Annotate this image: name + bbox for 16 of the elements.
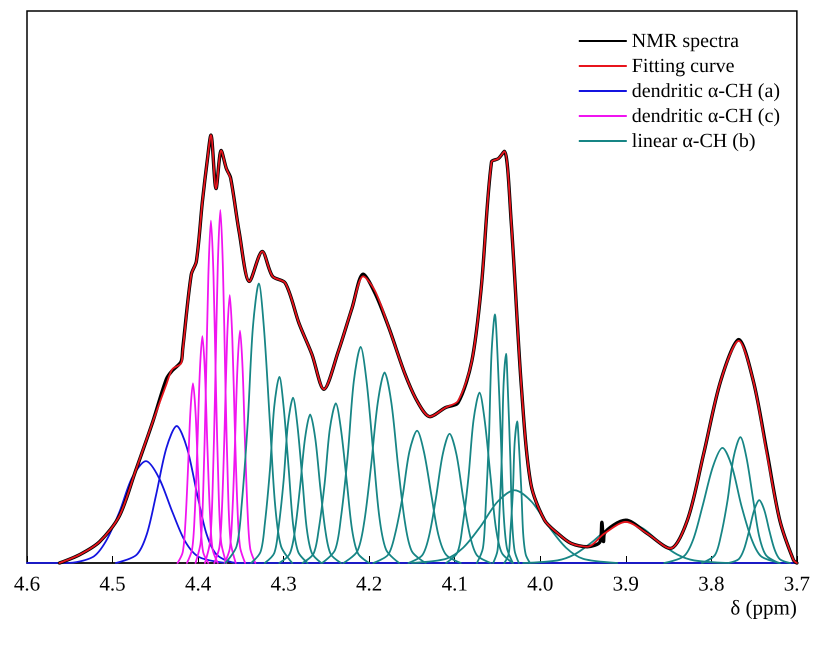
- x-tick-label: 4.2: [356, 572, 382, 596]
- x-tick-label: 3.7: [784, 572, 810, 596]
- x-tick-label: 4.6: [14, 572, 40, 596]
- legend-label: dendritic α-CH (c): [632, 105, 780, 127]
- x-axis-title: δ (ppm): [730, 596, 797, 620]
- x-tick-label: 3.9: [612, 572, 639, 596]
- x-tick-label: 4.5: [99, 572, 126, 596]
- x-tick-label: 3.8: [698, 572, 724, 596]
- x-tick-label: 4.1: [442, 572, 468, 596]
- legend-label: NMR spectra: [632, 30, 740, 52]
- legend-label: Fitting curve: [632, 55, 735, 77]
- legend-label: dendritic α-CH (a): [632, 80, 780, 102]
- x-tick-label: 4.0: [527, 572, 554, 596]
- legend-label: linear α-CH (b): [632, 130, 756, 152]
- x-tick-label: 4.3: [270, 572, 297, 596]
- x-tick-label: 4.4: [184, 572, 212, 596]
